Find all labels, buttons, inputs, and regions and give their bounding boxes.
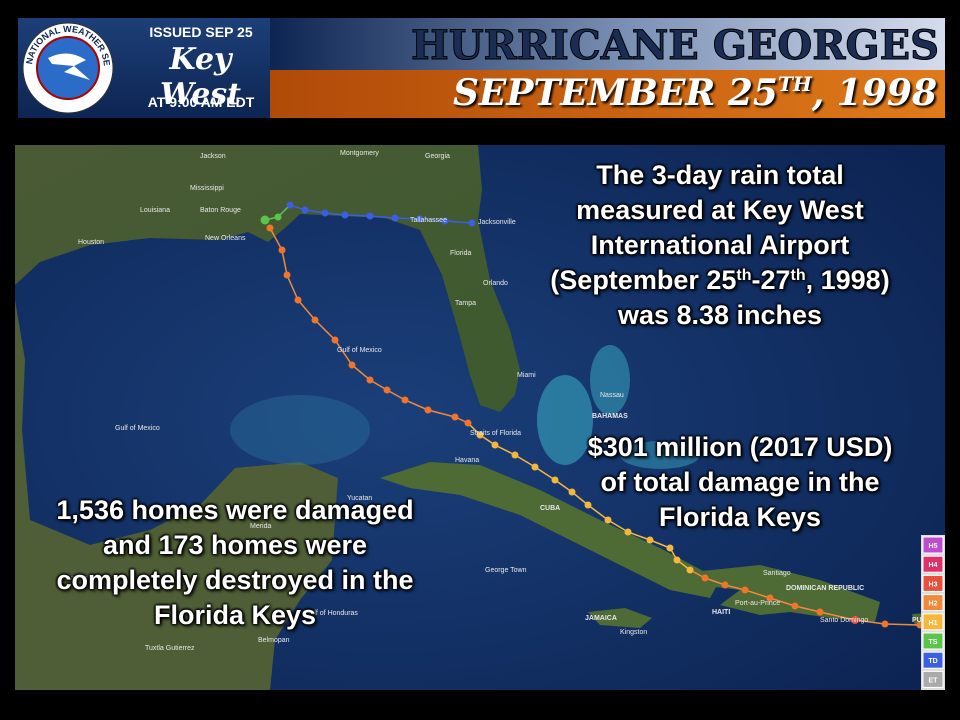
map-label: CUBA (540, 505, 560, 512)
map-label: Belmopan (258, 637, 290, 644)
note-line: Florida Keys (658, 502, 822, 532)
map-label: Louisiana (140, 207, 170, 214)
note-line: was 8.38 inches (617, 300, 823, 330)
legend-swatch (922, 536, 944, 554)
map-label: Gulf of Mexico (115, 425, 160, 432)
map-label: Havana (455, 457, 479, 464)
legend-label: H3 (929, 581, 938, 588)
logo: NATIONAL WEATHER SERVICE (18, 18, 114, 114)
map-label: Houston (78, 239, 104, 246)
legend: H5 H4 H3 H2 H1 TS TD ET (921, 535, 945, 690)
date: SEPTEMBER 25TH, 1998 (453, 72, 937, 114)
map-label: Mississippi (190, 185, 224, 192)
note-sup: th (736, 267, 752, 284)
map-label: DOMINICAN REPUBLIC (786, 585, 864, 592)
note-line: International Airport (590, 230, 850, 260)
legend-label: H5 (929, 543, 938, 550)
title: HURRICANE GEORGES (411, 22, 940, 70)
date-sup: TH (777, 72, 812, 96)
note-line: The 3-day rain total (596, 160, 844, 190)
track-points (260, 201, 924, 629)
note-sup: th (790, 267, 806, 284)
map-label: Georgia (425, 153, 450, 160)
note-line: Florida Keys (153, 600, 317, 630)
issued: ISSUED SEP 25 (149, 24, 253, 40)
map-label: HAITI (712, 609, 730, 616)
note-text: -27 (751, 265, 791, 295)
legend-swatch (922, 594, 944, 612)
map-label: Yucatan (347, 495, 372, 502)
homes-note: 1,536 homes were damaged and 173 homes w… (15, 493, 455, 633)
map-label: George Town (485, 567, 527, 574)
legend-label: H1 (929, 620, 938, 627)
title-bar: HURRICANE GEORGES (270, 18, 945, 70)
note-text: , 1998) (805, 265, 890, 295)
legend-swatch (922, 651, 944, 669)
map-label: Miami (517, 372, 536, 379)
note-line: and 173 homes were (102, 530, 368, 560)
legend-label: ET (929, 677, 939, 684)
legend-swatch (922, 670, 944, 688)
time: AT 9:00 AM EDT (147, 94, 255, 110)
note-line: completely destroyed in the (56, 565, 414, 595)
note-text: (September 25 (550, 265, 737, 295)
date-text: , 1998 (811, 72, 937, 114)
map-label: Kingston (620, 629, 647, 636)
date-bar: SEPTEMBER 25TH, 1998 (270, 70, 945, 118)
legend-swatch (922, 574, 944, 592)
legend-swatch (922, 613, 944, 631)
legend-label: TD (928, 658, 937, 665)
damage-note: $301 million (2017 USD) of total damage … (530, 430, 950, 535)
map-label: Tallahassee (410, 217, 447, 224)
map-label: Merida (250, 523, 272, 530)
map-label: Tampa (455, 300, 476, 307)
map-label: BAHAMAS (592, 413, 628, 420)
legend-label: TS (929, 639, 938, 646)
map-label: JAMAICA (585, 615, 617, 622)
map-label: Jacksonville (478, 219, 516, 226)
map-label: Nassau (600, 392, 624, 399)
map-label: Gulf of Honduras (305, 610, 358, 617)
map-label: Santiago (763, 570, 791, 577)
legend-swatch (922, 632, 944, 650)
note-line: (September 25th-27th, 1998) (495, 263, 945, 298)
note-line: $301 million (2017 USD) (587, 432, 893, 462)
note-line: 1,536 homes were damaged (56, 495, 414, 525)
rain-note: The 3-day rain total measured at Key Wes… (495, 158, 945, 333)
map: Jackson Mississippi Montgomery Georgia L… (15, 145, 945, 690)
office: Key West (159, 42, 242, 112)
map-label: Jackson (200, 153, 226, 160)
logo-box: NATIONAL WEATHER SERVICE ISSUED SEP 25 K… (18, 18, 270, 118)
map-labels: Jackson Mississippi Montgomery Georgia L… (60, 150, 942, 652)
map-label: Orlando (483, 280, 508, 287)
date-text: SEPTEMBER 25 (452, 72, 778, 114)
map-label: Tuxtla Gutierrez (145, 645, 195, 652)
legend-swatch (922, 555, 944, 573)
legend-label: H4 (929, 562, 938, 569)
note-line: measured at Key West (576, 195, 864, 225)
note-line: of total damage in the (600, 467, 880, 497)
map-label: Straits of Florida (470, 430, 521, 437)
map-label: Montgomery (340, 150, 379, 157)
map-label: Veracruz (60, 575, 88, 582)
map-label: Gulf of Mexico (337, 347, 382, 354)
map-label: Baton Rouge (200, 207, 241, 214)
legend-label: H2 (929, 601, 938, 608)
map-label: Port-au-Prince (735, 600, 780, 607)
map-label: Florida (450, 250, 472, 257)
map-label: Santo Domingo (820, 617, 868, 624)
map-label: New Orleans (205, 235, 246, 242)
